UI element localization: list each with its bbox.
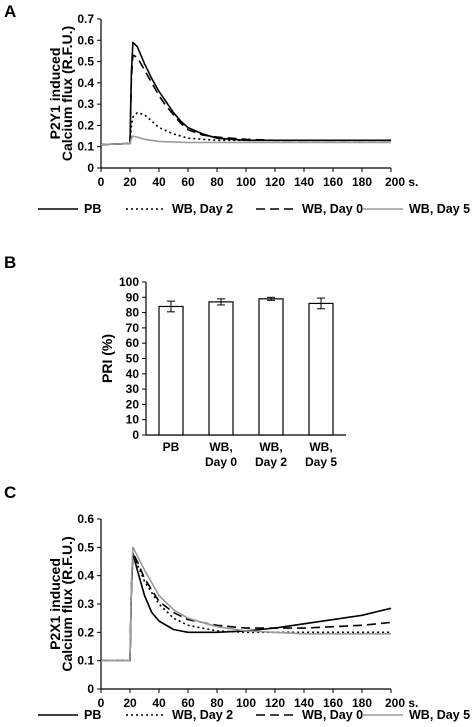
x-tick-label: 40 <box>152 175 166 189</box>
x-tick-label: 180 <box>352 175 372 189</box>
x-tick-label: 180 <box>352 696 372 710</box>
x-tick-label: 80 <box>210 175 224 189</box>
y-tick-label: 0.3 <box>77 97 94 111</box>
category-label: Day 5 <box>305 455 337 469</box>
legend-label: PB <box>84 708 101 722</box>
bar <box>308 302 334 436</box>
y-tick-label: 0.6 <box>77 33 94 47</box>
legend-label: WB, Day 0 <box>302 202 363 216</box>
series-line <box>101 546 391 662</box>
y-tick-label: 50 <box>126 352 140 366</box>
x-tick-label: 140 <box>294 175 314 189</box>
y-tick-label: 20 <box>126 397 140 411</box>
panel-label: B <box>4 253 16 272</box>
x-tick-label: 0 <box>98 175 105 189</box>
x-tick-label: 120 <box>265 175 285 189</box>
x-tick-label: 80 <box>210 696 224 710</box>
y-tick-label: 30 <box>126 382 140 396</box>
x-tick-label: 20 <box>123 175 137 189</box>
series-line <box>100 41 391 146</box>
y-tick-label: 0.2 <box>77 118 94 132</box>
y-tick-label: 0.7 <box>77 12 94 26</box>
category-label: WB, <box>309 440 332 454</box>
x-tick-label: 160 <box>323 696 343 710</box>
panel-label: C <box>4 483 16 502</box>
x-tick-label: 200 s. <box>385 175 418 189</box>
series-line <box>100 54 391 146</box>
x-tick-label: 60 <box>181 175 195 189</box>
category-label: Day 2 <box>255 455 287 469</box>
y-axis-label: Calcium flux (R.F.U.) <box>59 536 75 671</box>
y-axis-label: PRI (%) <box>99 334 115 383</box>
x-tick-label: 60 <box>181 696 195 710</box>
bar <box>158 305 184 436</box>
y-tick-label: 0.1 <box>77 140 94 154</box>
y-tick-label: 0 <box>132 428 139 442</box>
y-tick-label: 0.3 <box>77 597 94 611</box>
y-tick-label: 70 <box>126 321 140 335</box>
y-tick-label: 10 <box>126 413 140 427</box>
y-tick-label: 90 <box>126 290 140 304</box>
legend-label: WB, Day 2 <box>172 202 233 216</box>
panel-label: A <box>4 2 16 21</box>
series-line <box>100 111 391 146</box>
y-tick-label: 0.6 <box>77 512 94 526</box>
x-tick-label: 120 <box>265 696 285 710</box>
bar <box>258 298 284 436</box>
x-tick-label: 140 <box>294 696 314 710</box>
y-tick-label: 0.4 <box>77 569 94 583</box>
x-tick-label: 100 <box>236 696 256 710</box>
y-tick-label: 0 <box>87 682 94 696</box>
y-tick-label: 100 <box>119 275 139 289</box>
y-tick-label: 0.2 <box>77 625 94 639</box>
y-tick-label: 0.4 <box>77 76 94 90</box>
category-label: WB, <box>209 440 232 454</box>
y-tick-label: 0.5 <box>77 55 94 69</box>
category-label: PB <box>163 440 180 454</box>
y-axis-label: Calcium flux (R.F.U.) <box>59 26 75 161</box>
y-tick-label: 0.5 <box>77 540 94 554</box>
legend-label: WB, Day 0 <box>302 708 363 722</box>
category-label: WB, <box>259 440 282 454</box>
category-label: Day 0 <box>205 455 237 469</box>
x-tick-label: 160 <box>323 175 343 189</box>
series-line <box>100 135 391 146</box>
y-tick-label: 80 <box>126 306 140 320</box>
y-axis-label: P2X1 induced <box>47 558 63 650</box>
panel-c: C 0 0.1 0.2 0.3 0.4 0.5 0.6 0 20 40 60 80 100 120 140 16… <box>4 483 470 722</box>
y-axis-label: P2Y1 induced <box>47 48 63 140</box>
y-tick-label: 60 <box>126 336 140 350</box>
x-tick-label: 20 <box>123 696 137 710</box>
legend-label: PB <box>84 202 101 216</box>
y-tick-label: 0 <box>87 161 94 175</box>
legend-label: WB, Day 2 <box>172 708 233 722</box>
legend-label: WB, Day 5 <box>409 202 470 216</box>
bar <box>208 301 234 436</box>
x-tick-label: 0 <box>98 696 105 710</box>
y-tick-label: 0.1 <box>77 654 94 668</box>
panel-a: A 0 0.1 0.2 0.3 0.4 0.5 0.6 0.7 0 20 40 60 80 100 120 14… <box>4 2 470 216</box>
y-tick-label: 40 <box>126 367 140 381</box>
x-tick-label: 200 s. <box>385 696 418 710</box>
x-tick-label: 40 <box>152 696 166 710</box>
legend-label: WB, Day 5 <box>409 708 470 722</box>
x-tick-label: 100 <box>236 175 256 189</box>
